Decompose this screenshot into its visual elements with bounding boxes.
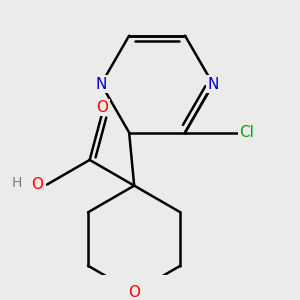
Text: O: O [31,177,43,192]
Text: O: O [128,285,140,300]
Text: O: O [96,100,108,115]
Text: Cl: Cl [240,125,254,140]
Text: H: H [11,176,22,190]
Text: N: N [207,76,219,92]
Text: N: N [95,76,107,92]
